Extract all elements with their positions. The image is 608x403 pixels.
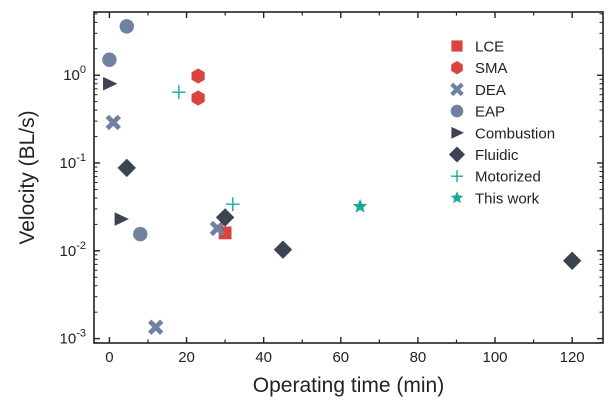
legend-combustion-icon xyxy=(451,126,464,139)
this-work-point xyxy=(352,198,368,213)
x-tick-label: 0 xyxy=(105,349,113,366)
legend-lce-label: LCE xyxy=(475,39,504,56)
legend-motorized-label: Motorized xyxy=(475,169,541,186)
legend-motorized-icon xyxy=(451,170,463,183)
legend-eap-label: EAP xyxy=(475,104,505,121)
legend-this-work-label: This work xyxy=(475,190,540,207)
eap-point xyxy=(102,52,117,67)
x-tick-label: 40 xyxy=(255,349,272,366)
legend-sma-icon xyxy=(451,61,463,75)
motorized-point xyxy=(172,85,186,100)
plot-border xyxy=(93,11,604,344)
legend-dea-label: DEA xyxy=(475,82,506,99)
y-tick-label: 100 xyxy=(63,64,86,84)
eap-point xyxy=(133,226,148,242)
y-axis: 10-3 10-2 10-1 100 xyxy=(60,13,603,348)
legend-sma-label: SMA xyxy=(475,60,508,77)
dea-point xyxy=(147,319,164,335)
legend-dea-icon xyxy=(450,82,464,97)
y-tick-label: 10-1 xyxy=(60,152,86,172)
x-axis: 0 20 40 60 80 100 120 xyxy=(105,12,585,366)
legend-fluidic-label: Fluidic xyxy=(475,147,519,164)
legend-eap-icon xyxy=(450,104,464,118)
legend-this-work-icon xyxy=(450,191,464,204)
legend-lce-icon xyxy=(451,40,463,52)
y-tick-label: 10-3 xyxy=(60,328,86,348)
y-axis-label: Velocity (BL/s) xyxy=(16,110,39,244)
x-tick-label: 20 xyxy=(178,349,195,366)
x-tick-label: 80 xyxy=(410,349,427,366)
combustion-point xyxy=(103,76,118,91)
combustion-point xyxy=(114,212,129,226)
fluidic-point xyxy=(215,208,235,227)
legend-combustion-label: Combustion xyxy=(475,125,555,142)
fluidic-point xyxy=(273,240,293,259)
y-tick-label: 10-2 xyxy=(60,240,86,260)
eap-point xyxy=(119,19,134,34)
legend-fluidic-icon xyxy=(448,146,466,163)
fluidic-point xyxy=(562,251,582,270)
dea-point xyxy=(105,114,121,131)
x-tick-label: 60 xyxy=(332,349,349,366)
sma-point xyxy=(191,90,205,106)
legend: LCE SMA DEA EAP Combustion Fluidic Motorized Th… xyxy=(448,39,555,207)
plot-frame xyxy=(93,11,604,344)
x-tick-label: 100 xyxy=(483,349,508,366)
sma-point xyxy=(191,68,205,84)
x-tick-label: 120 xyxy=(560,349,585,366)
dea-point xyxy=(209,220,226,237)
x-axis-label: Operating time (min) xyxy=(253,374,444,397)
fluidic-point xyxy=(117,158,136,178)
data-markers xyxy=(102,19,582,335)
motorized-point xyxy=(226,197,240,211)
